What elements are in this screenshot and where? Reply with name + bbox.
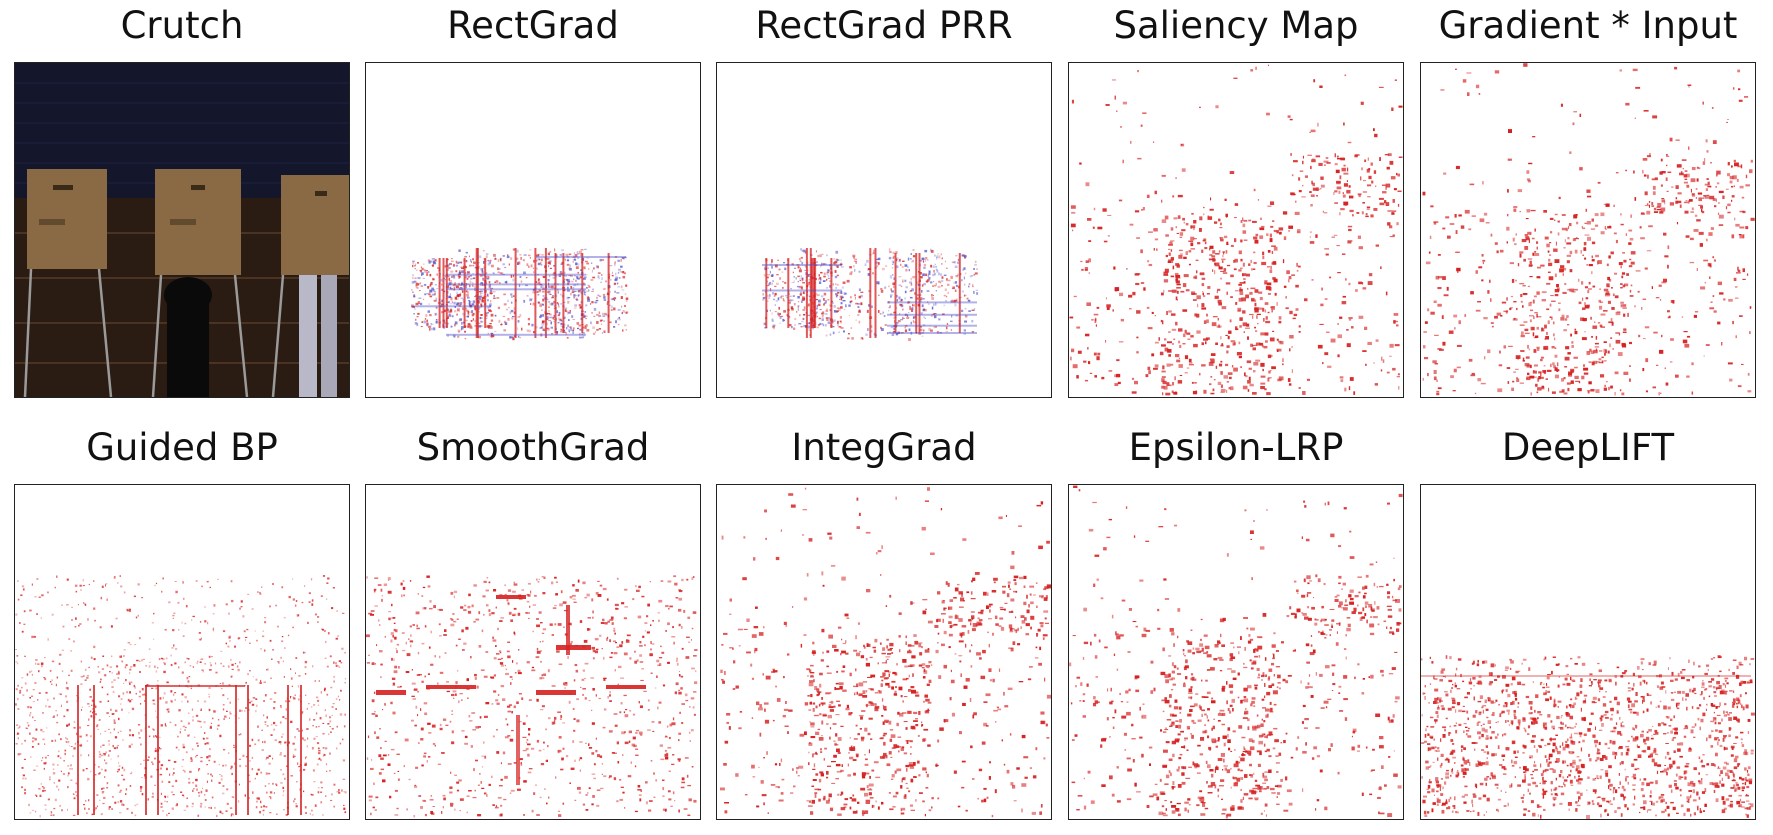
panel-title: SmoothGrad: [416, 426, 650, 469]
integgrad-heatmap: [720, 487, 1051, 818]
saliency-heatmap: [1069, 64, 1403, 396]
panel-title: RectGrad PRR: [755, 4, 1013, 47]
attribution-map: [1420, 62, 1756, 398]
gradient-input-heatmap: [1422, 63, 1755, 396]
panel-title: Crutch: [120, 4, 244, 47]
smoothgrad-heatmap: [366, 575, 698, 818]
voting-booth-photo: [15, 63, 349, 397]
panel-title: Gradient * Input: [1438, 4, 1738, 47]
panel-title: Epsilon-LRP: [1128, 426, 1344, 469]
rectgrad-prr-heatmap: [762, 248, 979, 341]
panel-title: Guided BP: [86, 426, 278, 469]
epsilon-lrp-heatmap: [1069, 485, 1403, 819]
deeplift-heatmap: [1421, 655, 1755, 819]
panel-title: Saliency Map: [1113, 4, 1359, 47]
attribution-map: [365, 62, 701, 398]
attribution-map: [716, 484, 1052, 820]
panel-title: RectGrad: [447, 4, 619, 47]
panel-title: DeepLIFT: [1501, 426, 1675, 469]
guided-bp-heatmap: [15, 575, 347, 818]
input-photo: [14, 62, 350, 398]
rectgrad-heatmap: [411, 248, 629, 341]
attribution-map: [365, 484, 701, 820]
panel-title: IntegGrad: [791, 426, 977, 469]
attribution-map: [1068, 484, 1404, 820]
attribution-map: [1068, 62, 1404, 398]
attribution-map: [716, 62, 1052, 398]
attribution-map: [1420, 484, 1756, 820]
attribution-map: [14, 484, 350, 820]
